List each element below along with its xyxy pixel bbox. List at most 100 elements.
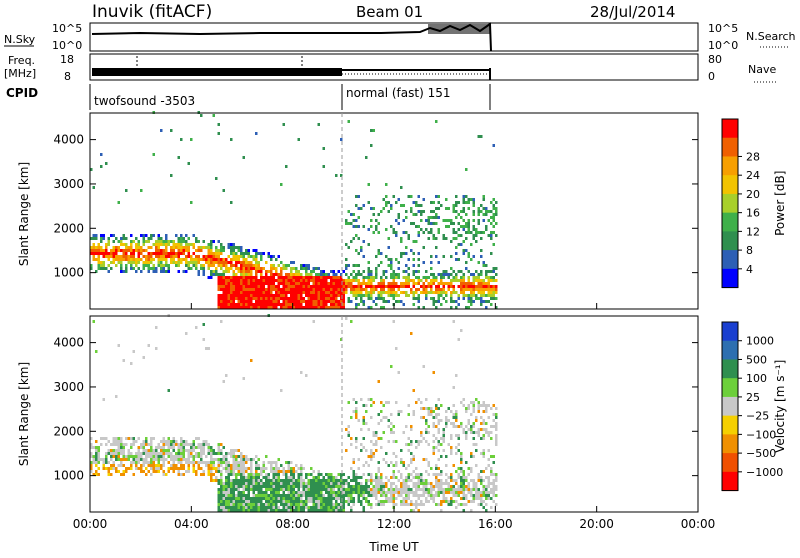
power-heatmap-cell — [250, 291, 253, 294]
velocity-heatmap-cell — [225, 497, 228, 500]
power-heatmap-cell — [262, 303, 265, 306]
velocity-heatmap-cell — [362, 491, 365, 494]
velocity-heatmap-cell — [395, 464, 398, 467]
velocity-heatmap-cell — [145, 443, 148, 446]
power-heatmap-cell — [237, 270, 240, 273]
power-heatmap-cell — [407, 234, 410, 237]
velocity-heatmap-cell — [167, 443, 170, 446]
power-heatmap-cell — [260, 288, 263, 291]
velocity-heatmap-cell — [245, 509, 248, 512]
velocity-heatmap-cell — [465, 476, 468, 479]
power-heatmap-cell — [217, 285, 220, 288]
velocity-heatmap-cell — [232, 509, 235, 512]
power-heatmap-cell — [462, 288, 465, 291]
velocity-heatmap-cell — [282, 494, 285, 497]
power-heatmap-cell — [462, 282, 465, 285]
velocity-heatmap-cell — [370, 473, 373, 476]
power-heatmap-cell — [155, 255, 158, 258]
velocity-heatmap-cell — [392, 482, 395, 485]
power-heatmap-cell — [142, 249, 145, 252]
power-heatmap-cell — [457, 303, 460, 306]
power-heatmap-cell — [465, 306, 468, 309]
velocity-heatmap-cell — [102, 437, 105, 440]
velocity-heatmap-cell — [400, 503, 403, 506]
power-heatmap-cell — [472, 279, 475, 282]
velocity-heatmap-cell — [227, 476, 230, 479]
velocity-heatmap-cell — [390, 500, 393, 503]
velocity-heatmap-cell — [345, 491, 348, 494]
power-heatmap-cell — [312, 267, 315, 270]
power-heatmap-cell — [102, 255, 105, 258]
power-heatmap-cell — [417, 231, 420, 234]
power-heatmap-cell — [345, 291, 348, 294]
velocity-heatmap-cell — [315, 503, 318, 506]
power-heatmap-cell — [217, 132, 220, 135]
velocity-heatmap-cell — [437, 503, 440, 506]
power-heatmap-cell — [225, 285, 228, 288]
velocity-heatmap-cell — [280, 470, 283, 473]
velocity-heatmap-cell — [370, 404, 373, 407]
power-heatmap-cell — [215, 246, 218, 249]
velocity-heatmap-cell — [405, 491, 408, 494]
velocity-heatmap-cell — [242, 500, 245, 503]
velocity-heatmap-cell — [300, 482, 303, 485]
velocity-heatmap-cell — [350, 491, 353, 494]
velocity-heatmap-cell — [162, 473, 165, 476]
power-heatmap-cell — [147, 255, 150, 258]
velocity-heatmap-cell — [245, 506, 248, 509]
velocity-heatmap-cell — [240, 485, 243, 488]
power-heatmap-cell — [415, 297, 418, 300]
power-heatmap-cell — [390, 258, 393, 261]
power-heatmap-cell — [477, 291, 480, 294]
velocity-heatmap-cell — [240, 479, 243, 482]
power-heatmap-cell — [310, 288, 313, 291]
power-heatmap-cell — [222, 303, 225, 306]
velocity-heatmap-cell — [487, 449, 490, 452]
velocity-heatmap-cell — [280, 389, 283, 392]
velocity-heatmap-cell — [237, 479, 240, 482]
power-heatmap-cell — [152, 258, 155, 261]
power-heatmap-cell — [300, 279, 303, 282]
velocity-heatmap-cell — [217, 461, 220, 464]
velocity-heatmap-cell — [327, 473, 330, 476]
velocity-heatmap-cell — [460, 422, 463, 425]
velocity-heatmap-cell — [230, 449, 233, 452]
power-heatmap-cell — [117, 261, 120, 264]
velocity-heatmap-cell — [385, 485, 388, 488]
power-heatmap-cell — [265, 270, 268, 273]
velocity-heatmap-cell — [157, 461, 160, 464]
power-heatmap-cell — [345, 222, 348, 225]
power-heatmap-cell — [377, 222, 380, 225]
power-heatmap-cell — [382, 282, 385, 285]
power-heatmap-cell — [200, 249, 203, 252]
velocity-heatmap-cell — [302, 491, 305, 494]
velocity-heatmap-cell — [225, 476, 228, 479]
power-heatmap-cell — [430, 273, 433, 276]
velocity-heatmap-cell — [455, 446, 458, 449]
power-heatmap-cell — [127, 249, 130, 252]
power-heatmap-cell — [180, 138, 183, 141]
velocity-heatmap-cell — [182, 467, 185, 470]
velocity-heatmap-cell — [315, 479, 318, 482]
velocity-heatmap-cell — [362, 494, 365, 497]
power-heatmap-cell — [210, 249, 213, 252]
velocity-heatmap-cell — [217, 506, 220, 509]
power-heatmap-cell — [450, 222, 453, 225]
power-heatmap-cell — [302, 300, 305, 303]
velocity-heatmap-cell — [392, 500, 395, 503]
velocity-heatmap-cell — [267, 500, 270, 503]
power-heatmap-cell — [147, 270, 150, 273]
velocity-heatmap-cell — [292, 482, 295, 485]
power-heatmap-cell — [122, 252, 125, 255]
velocity-heatmap-cell — [295, 491, 298, 494]
power-heatmap-cell — [132, 258, 135, 261]
velocity-heatmap-cell — [152, 461, 155, 464]
velocity-heatmap-cell — [362, 464, 365, 467]
velocity-heatmap-cell — [182, 443, 185, 446]
velocity-heatmap-cell — [240, 455, 243, 458]
power-heatmap-cell — [347, 282, 350, 285]
velocity-heatmap-cell — [362, 485, 365, 488]
velocity-heatmap-cell — [305, 494, 308, 497]
power-heatmap-cell — [342, 297, 345, 300]
